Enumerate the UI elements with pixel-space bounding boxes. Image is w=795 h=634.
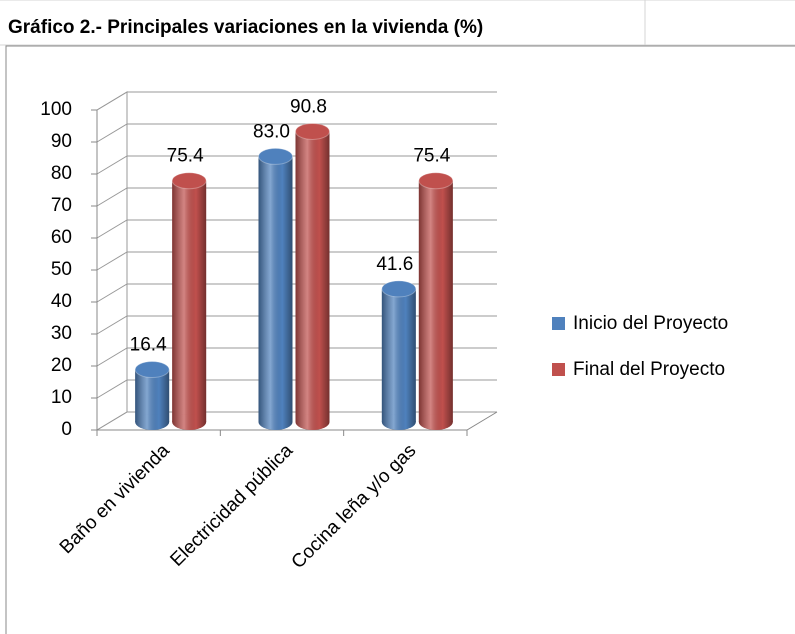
data-label: 16.4 <box>130 335 167 356</box>
y-tick-label: 90 <box>51 131 72 152</box>
bar-top <box>134 361 170 379</box>
sheet-row <box>0 0 795 45</box>
y-tick-label: 30 <box>51 323 72 344</box>
grid-line <box>96 123 497 143</box>
legend-label: Final del Proyecto <box>573 359 725 380</box>
grid-line <box>96 187 497 207</box>
bar-shade <box>258 156 293 422</box>
bar-shade <box>295 131 330 422</box>
legend-swatch <box>552 317 565 330</box>
grid-line <box>96 347 497 367</box>
bar-bottom-shade <box>295 414 330 430</box>
grid-line <box>96 219 497 239</box>
chart-title: Gráfico 2.- Principales variaciones en l… <box>8 17 483 38</box>
y-tick-label: 60 <box>51 227 72 248</box>
bar-shade <box>135 369 170 422</box>
data-label: 90.8 <box>290 96 327 117</box>
bar-bottom-shade <box>172 414 207 430</box>
data-label: 75.4 <box>413 146 450 167</box>
legend-swatch <box>552 363 565 376</box>
y-tick-label: 0 <box>61 419 72 440</box>
legend-label: Inicio del Proyecto <box>573 313 728 334</box>
bar-shade <box>172 180 207 422</box>
y-tick-label: 100 <box>40 99 72 120</box>
y-tick-label: 70 <box>51 195 72 216</box>
y-tick-label: 10 <box>51 387 72 408</box>
grid-line <box>96 315 497 335</box>
bar-bottom-shade <box>135 414 170 430</box>
bar-top <box>171 172 207 190</box>
grid-line <box>96 155 497 175</box>
bar-shade <box>381 288 416 422</box>
bar-bottom-shade <box>381 414 416 430</box>
y-tick-label: 20 <box>51 355 72 376</box>
bar-top <box>381 280 417 298</box>
bar-top <box>295 122 330 140</box>
bar-top <box>418 172 454 190</box>
grid-line <box>96 411 497 431</box>
data-label: 75.4 <box>167 146 204 167</box>
grid-line <box>96 379 497 399</box>
bar-bottom-shade <box>418 414 453 430</box>
bar-shade <box>418 180 453 422</box>
bar-top <box>258 147 293 165</box>
bar-bottom-shade <box>258 414 293 430</box>
grid-line <box>96 251 497 271</box>
grid-line <box>96 91 497 111</box>
y-tick-label: 40 <box>51 291 72 312</box>
grid-line <box>96 283 497 303</box>
y-tick-label: 80 <box>51 163 72 184</box>
data-label: 83.0 <box>253 121 290 142</box>
data-label: 41.6 <box>376 254 413 275</box>
y-tick-label: 50 <box>51 259 72 280</box>
